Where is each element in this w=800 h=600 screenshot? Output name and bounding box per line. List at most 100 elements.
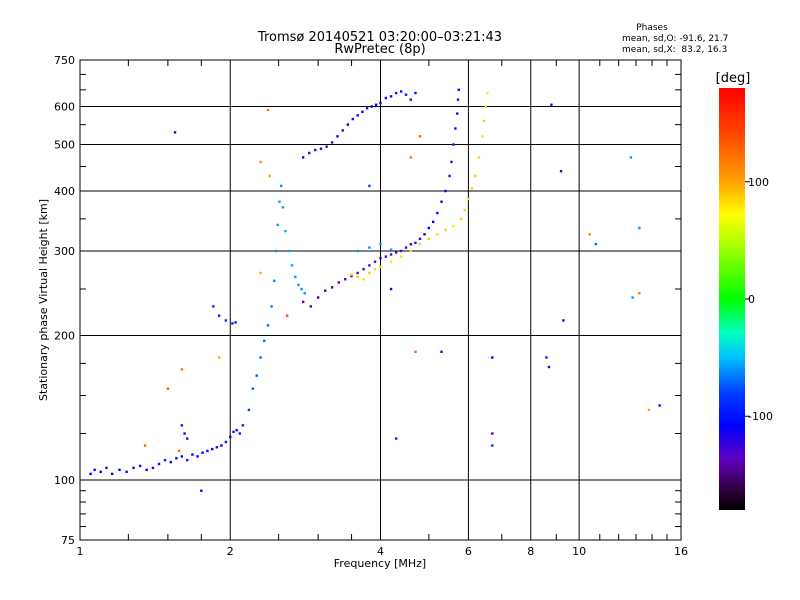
data-point: [463, 208, 466, 212]
data-point: [217, 314, 221, 317]
data-point: [418, 237, 422, 241]
data-point: [238, 432, 241, 435]
data-point: [341, 129, 344, 132]
data-point: [356, 275, 359, 279]
data-point: [409, 98, 412, 101]
data-point: [255, 374, 258, 377]
data-point: [440, 350, 443, 353]
data-point: [647, 408, 651, 412]
data-point: [268, 174, 271, 178]
data-point: [166, 387, 170, 390]
data-point: [266, 324, 270, 327]
data-point: [404, 93, 408, 96]
data-point: [559, 169, 563, 173]
data-point: [180, 455, 184, 458]
data-point: [330, 286, 334, 289]
data-point: [285, 314, 289, 317]
data-point: [350, 274, 353, 278]
data-point: [454, 127, 457, 130]
y-tick-label: 750: [54, 54, 75, 67]
x-tick-label: 6: [465, 545, 472, 558]
data-point: [290, 264, 294, 267]
data-point: [594, 242, 598, 246]
data-point: [89, 472, 92, 476]
data-point: [384, 255, 388, 258]
data-point: [452, 224, 455, 228]
data-point: [169, 460, 172, 464]
data-point: [470, 187, 474, 190]
data-point: [325, 145, 328, 148]
data-point: [457, 88, 460, 92]
data-point: [217, 356, 221, 359]
data-point: [125, 470, 128, 474]
data-point: [436, 233, 439, 236]
data-point: [173, 131, 177, 134]
data-point: [105, 466, 108, 470]
data-point: [638, 226, 641, 230]
data-point: [266, 108, 270, 112]
data-point: [427, 237, 431, 241]
data-point: [351, 117, 354, 121]
data-point: [201, 451, 204, 454]
data-point: [456, 98, 460, 101]
data-point: [224, 319, 228, 322]
data-point: [399, 249, 403, 253]
data-point: [175, 457, 178, 460]
data-point: [330, 141, 334, 144]
data-point: [588, 233, 591, 236]
data-point: [93, 468, 96, 472]
data-point: [210, 447, 214, 451]
data-point: [389, 287, 393, 291]
data-point: [180, 368, 184, 371]
x-tick-label: 10: [572, 545, 586, 558]
data-point: [280, 184, 283, 188]
x-tick-label: 1: [77, 545, 84, 558]
data-point: [444, 228, 447, 232]
data-point: [629, 156, 633, 159]
data-point: [183, 432, 186, 435]
data-point: [356, 271, 359, 275]
data-point: [389, 260, 393, 263]
data-point: [414, 91, 417, 95]
data-point: [309, 305, 312, 308]
data-point: [132, 466, 135, 470]
data-point: [110, 472, 114, 476]
data-point: [491, 444, 494, 447]
data-point: [440, 200, 443, 203]
data-point: [423, 233, 426, 236]
data-point: [241, 424, 245, 427]
data-point: [658, 404, 661, 407]
data-point: [399, 90, 403, 93]
data-point: [232, 430, 235, 434]
x-tick-label: 16: [674, 545, 688, 558]
y-tick-labels: 75 100 200 300 400 500 600 750: [54, 54, 75, 547]
data-point: [484, 105, 487, 108]
data-point: [308, 151, 311, 155]
data-point: [301, 156, 305, 159]
data-point: [151, 466, 155, 470]
data-point: [314, 148, 317, 152]
colorbar-gradient: [719, 88, 745, 510]
y-tick-label: 300: [54, 245, 75, 258]
y-tick-label: 400: [54, 185, 75, 198]
data-point: [467, 197, 470, 201]
phases-legend-title: Phases: [636, 23, 668, 33]
x-tick-labels: 1 2 4 6 8 10 16: [77, 545, 689, 558]
phases-legend: Phases mean, sd,O: -91.6, 21.7 mean, sd,…: [622, 23, 728, 55]
data-point: [356, 114, 359, 117]
plot-frame: [79, 59, 682, 541]
data-point: [212, 305, 215, 308]
y-tick-label: 600: [54, 101, 75, 114]
data-point: [177, 449, 181, 453]
data-point: [229, 435, 232, 439]
data-point: [368, 264, 371, 267]
data-point: [231, 322, 234, 325]
data-point: [300, 287, 303, 291]
colorbar-ticks: 100 0 -100: [745, 176, 773, 423]
data-point: [337, 281, 341, 284]
data-point: [459, 217, 463, 221]
colorbar-tick-label: 100: [748, 176, 769, 189]
data-point: [562, 319, 565, 322]
x-tick-label: 2: [227, 545, 234, 558]
